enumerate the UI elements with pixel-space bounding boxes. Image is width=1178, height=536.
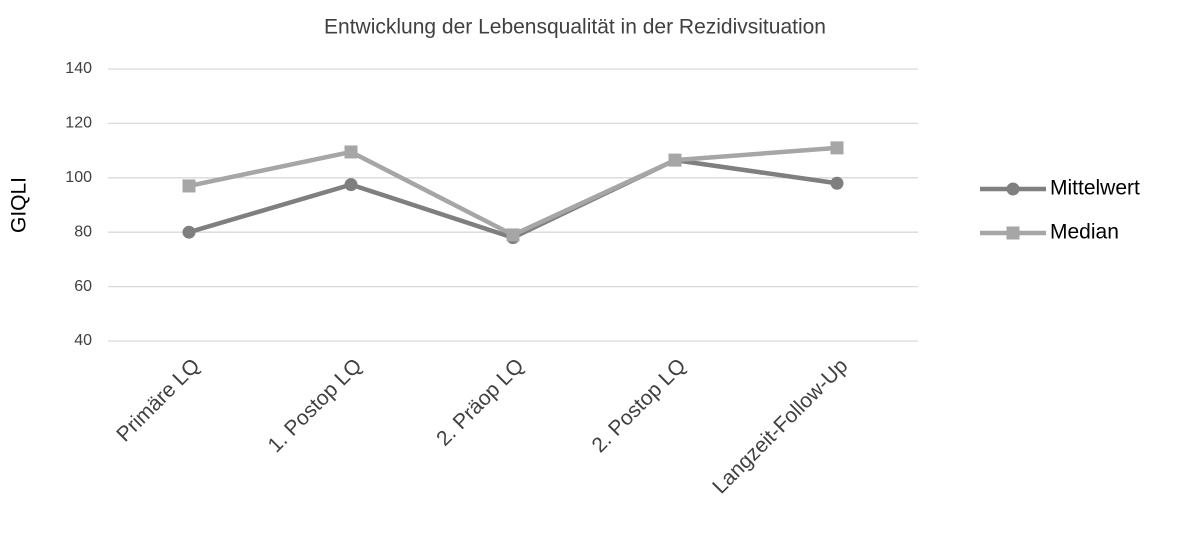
x-tick-label: 2. Postop LQ — [588, 354, 691, 457]
legend-marker — [1006, 226, 1020, 240]
y-tick-label: 80 — [74, 223, 92, 240]
y-tick-label: 140 — [65, 60, 92, 77]
legend-label: Mittelwert — [1050, 177, 1140, 200]
y-tick-label: 100 — [65, 169, 92, 186]
data-point — [182, 225, 196, 239]
data-point — [506, 228, 520, 242]
data-point — [830, 141, 844, 155]
x-tick-label: Langzeit-Follow-Up — [708, 354, 852, 498]
data-point — [830, 176, 844, 190]
data-point — [668, 153, 682, 167]
data-point — [344, 178, 358, 192]
x-tick-label: Primäre LQ — [112, 354, 204, 446]
x-tick-label: 2. Präop LQ — [432, 354, 528, 450]
series-line — [188, 145, 838, 238]
x-tick-label: 1. Postop LQ — [264, 354, 367, 457]
data-point — [182, 179, 196, 193]
legend-label: Median — [1050, 221, 1119, 244]
legend-marker — [1006, 182, 1020, 196]
y-tick-label: 40 — [74, 332, 92, 349]
y-tick-label: 60 — [74, 278, 92, 295]
data-point — [344, 145, 358, 159]
chart-title: Entwicklung der Lebensqualität in der Re… — [324, 16, 826, 39]
y-tick-label: 120 — [65, 115, 92, 132]
series-line — [188, 157, 838, 240]
y-axis-label: GIQLI — [8, 177, 31, 233]
